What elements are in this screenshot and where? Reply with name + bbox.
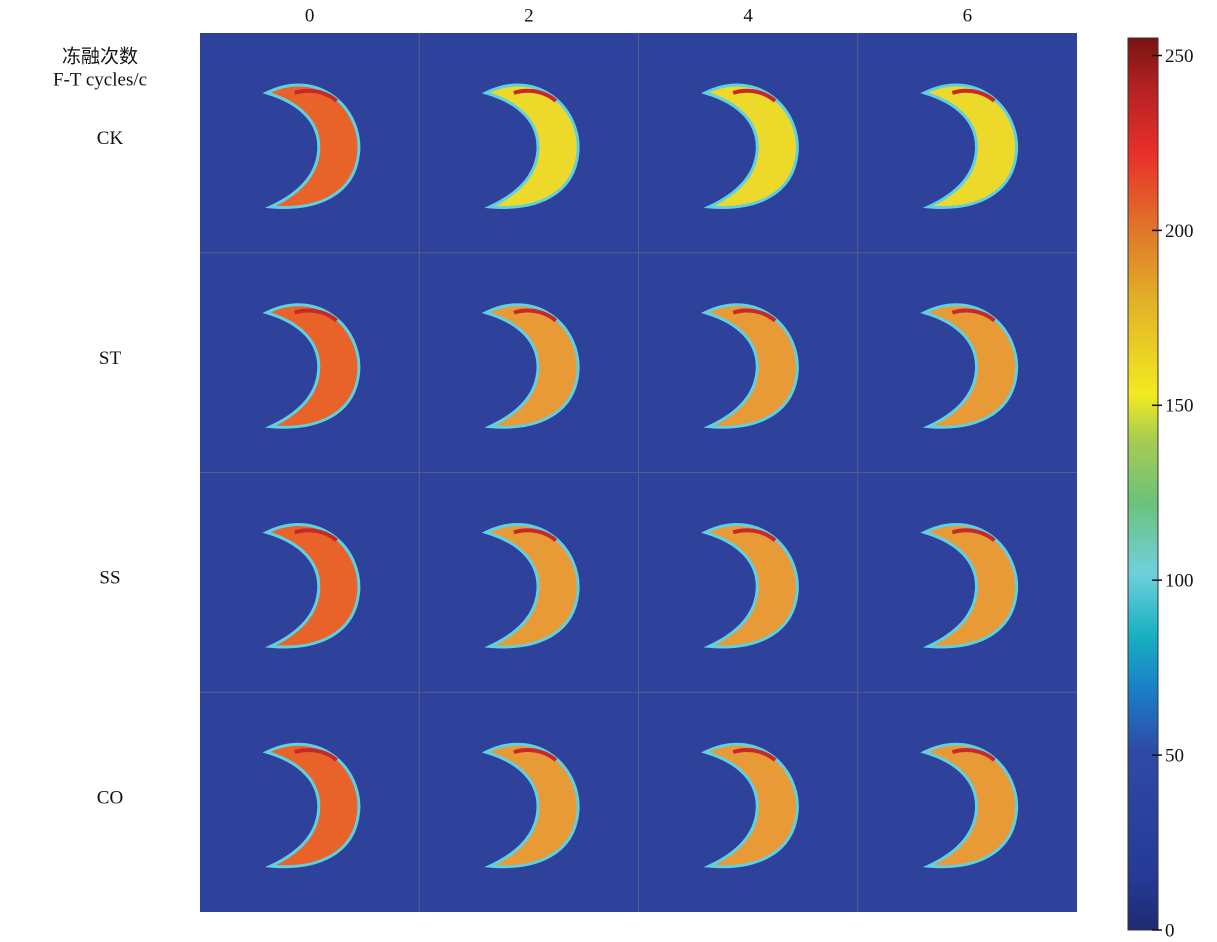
row-label: CO bbox=[97, 787, 123, 808]
corner-title: 冻融次数 bbox=[62, 45, 138, 67]
column-label: 6 bbox=[963, 5, 973, 26]
column-label: 0 bbox=[305, 5, 315, 26]
row-label: ST bbox=[99, 348, 122, 369]
corner-subtitle: F-T cycles/c bbox=[53, 69, 147, 90]
column-label: 4 bbox=[743, 5, 753, 26]
colorbar bbox=[1128, 38, 1158, 930]
colorbar-tick-label: 150 bbox=[1165, 396, 1194, 417]
colorbar-tick-label: 200 bbox=[1165, 221, 1194, 242]
colorbar-tick-label: 100 bbox=[1165, 571, 1194, 592]
colorbar-tick-label: 250 bbox=[1165, 46, 1194, 67]
colorbar-tick-label: 50 bbox=[1165, 745, 1184, 766]
row-label: SS bbox=[99, 568, 120, 589]
colorbar-tick-label: 0 bbox=[1165, 920, 1175, 941]
figure: 冻融次数 F-T cycles/c 0 2 4 6 CK ST SS CO 0 50 100 150 2… bbox=[0, 0, 1217, 942]
column-label: 2 bbox=[524, 5, 534, 26]
row-label: CK bbox=[97, 128, 124, 149]
